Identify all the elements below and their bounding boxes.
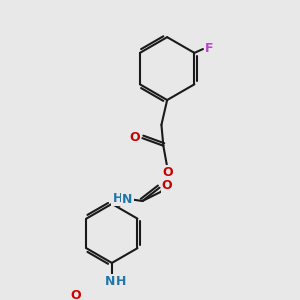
Text: N: N bbox=[122, 193, 132, 206]
Text: O: O bbox=[162, 179, 172, 192]
Text: N: N bbox=[105, 275, 115, 289]
Text: H: H bbox=[116, 275, 127, 289]
Text: O: O bbox=[129, 131, 140, 144]
Text: F: F bbox=[206, 42, 214, 55]
Text: O: O bbox=[163, 166, 173, 179]
Text: H: H bbox=[112, 192, 123, 205]
Text: O: O bbox=[70, 289, 81, 300]
